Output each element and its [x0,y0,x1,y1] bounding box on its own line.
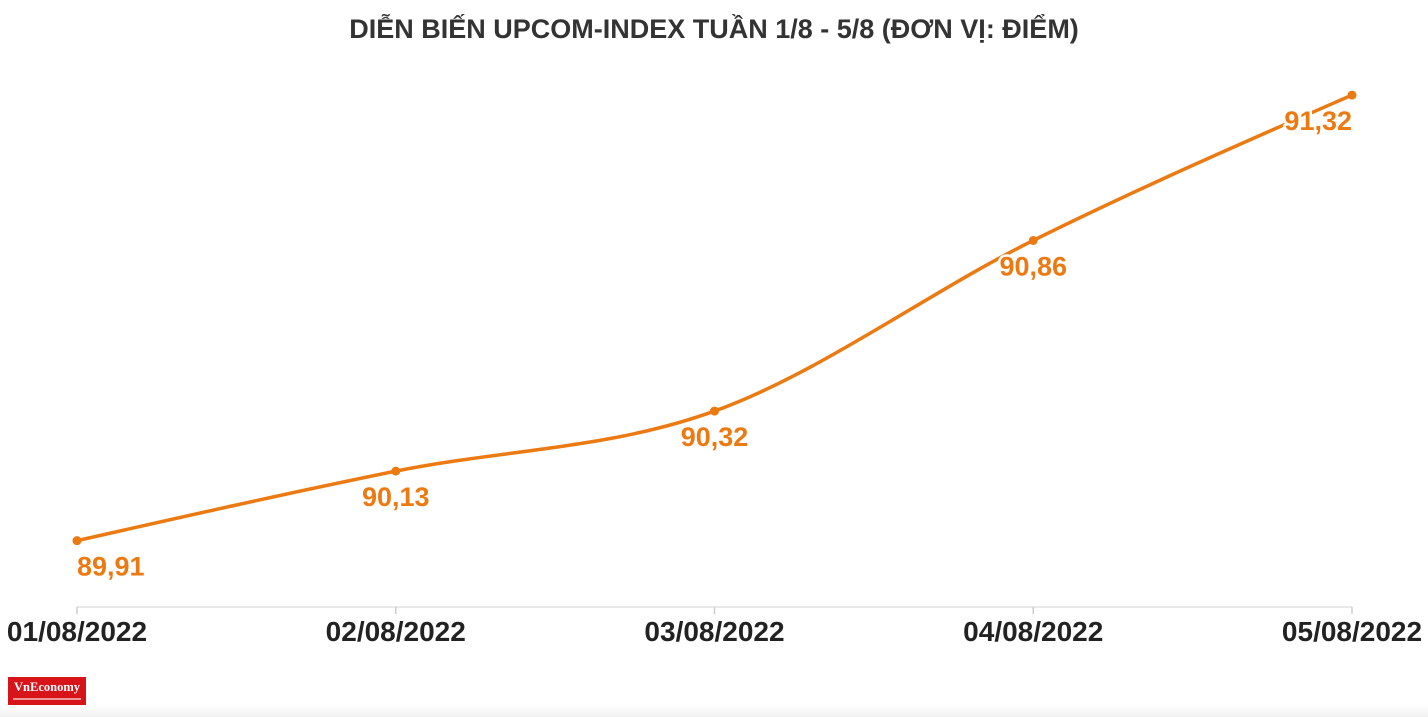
vneconomy-logo: VnEconomy [8,677,86,705]
data-point [72,536,82,546]
data-point [710,406,719,416]
data-label: 91,32 [1284,106,1352,136]
data-point [1028,235,1038,245]
x-tick-label: 04/08/2022 [963,616,1103,647]
data-label: 90,86 [999,251,1067,281]
chart-title: DIỄN BIẾN UPCOM-INDEX TUẦN 1/8 - 5/8 (ĐƠ… [349,14,1079,44]
data-labels: 89,91 90,13 90,32 90,86 91,32 [75,104,1355,585]
logo-wordmark: VnEconomy [14,680,80,694]
data-label: 90,13 [362,482,430,512]
data-label: 89,91 [77,552,145,582]
x-tick-label: 01/08/2022 [7,616,147,647]
data-point [391,466,401,476]
series-line [75,93,1354,543]
x-tick-label: 05/08/2022 [1282,616,1422,647]
logo-tagline-rule [13,698,81,700]
data-points [72,90,1357,546]
data-label: 90,32 [681,422,749,452]
x-tick-label: 02/08/2022 [326,616,466,647]
bottom-shadow [0,705,1428,717]
x-tick-label: 03/08/2022 [644,616,784,647]
x-axis: 01/08/2022 02/08/2022 03/08/2022 04/08/2022… [7,606,1422,647]
data-point [1347,90,1357,100]
